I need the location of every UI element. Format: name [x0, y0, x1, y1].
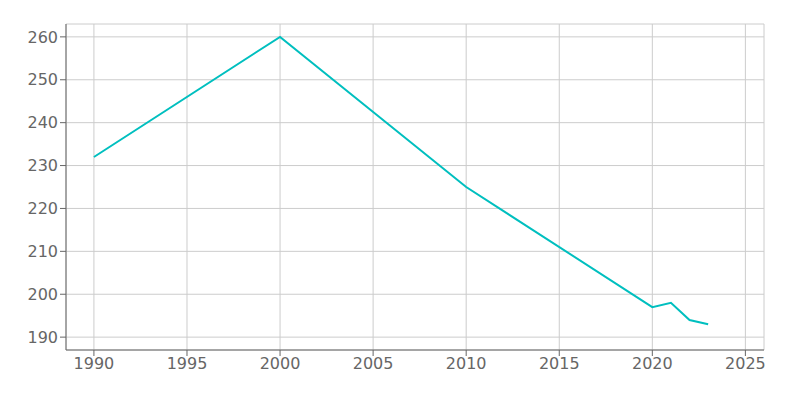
svg-text:190: 190 — [27, 328, 58, 347]
svg-text:220: 220 — [27, 199, 58, 218]
svg-text:200: 200 — [27, 285, 58, 304]
svg-text:210: 210 — [27, 242, 58, 261]
svg-text:230: 230 — [27, 156, 58, 175]
svg-text:2005: 2005 — [353, 354, 394, 373]
svg-text:1990: 1990 — [74, 354, 115, 373]
svg-text:2015: 2015 — [539, 354, 580, 373]
svg-text:1995: 1995 — [167, 354, 208, 373]
svg-text:2025: 2025 — [725, 354, 766, 373]
svg-text:250: 250 — [27, 70, 58, 89]
svg-text:2010: 2010 — [446, 354, 487, 373]
svg-text:260: 260 — [27, 28, 58, 47]
svg-text:2020: 2020 — [632, 354, 673, 373]
svg-text:240: 240 — [27, 113, 58, 132]
svg-text:2000: 2000 — [260, 354, 301, 373]
